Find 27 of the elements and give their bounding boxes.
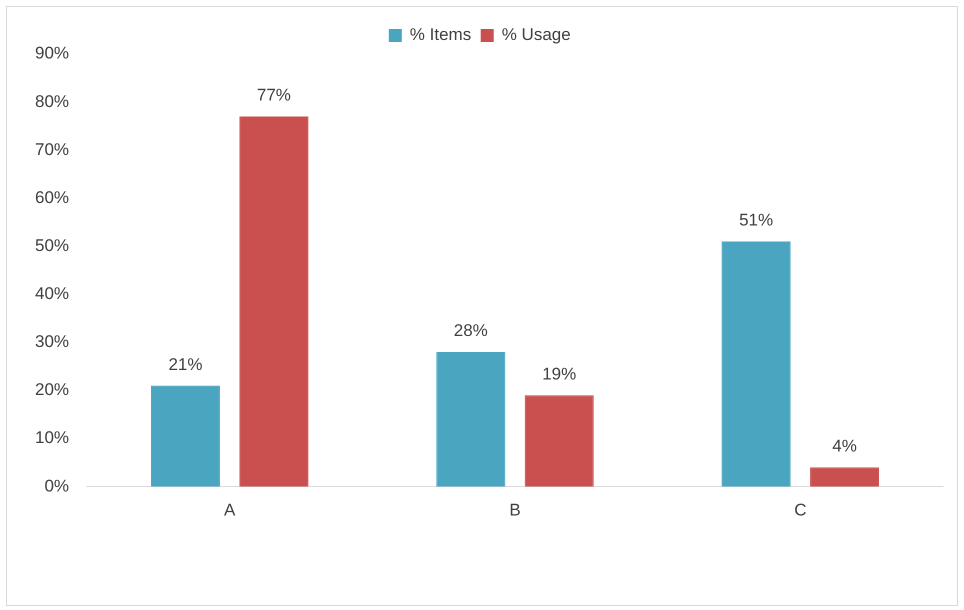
data-label: 51% bbox=[739, 210, 774, 230]
y-tick-label: 20% bbox=[34, 380, 70, 400]
bar bbox=[239, 116, 308, 487]
data-label: 21% bbox=[168, 354, 202, 374]
x-tick-label: C bbox=[794, 500, 806, 520]
data-label: 28% bbox=[454, 321, 488, 340]
y-tick-label: 60% bbox=[34, 188, 70, 207]
y-tick-label: 10% bbox=[34, 428, 70, 448]
bar bbox=[150, 386, 220, 487]
bar bbox=[524, 395, 594, 487]
y-tick-label: 40% bbox=[34, 284, 70, 304]
y-tick-label: 0% bbox=[44, 476, 70, 496]
y-tick-label: 80% bbox=[34, 92, 70, 111]
legend-label: % Items bbox=[410, 25, 472, 44]
legend-label: % Usage bbox=[502, 25, 571, 44]
x-tick-label: A bbox=[224, 500, 236, 520]
y-tick-label: 70% bbox=[34, 140, 70, 159]
bar bbox=[810, 467, 880, 487]
y-tick-label: 90% bbox=[34, 44, 70, 63]
data-label: 77% bbox=[256, 86, 291, 105]
bar bbox=[436, 352, 506, 487]
data-label: 4% bbox=[832, 436, 857, 456]
bar bbox=[722, 241, 791, 487]
y-tick-label: 50% bbox=[34, 236, 70, 255]
y-tick-label: 30% bbox=[34, 332, 70, 352]
data-label: 19% bbox=[542, 364, 576, 384]
x-tick-label: B bbox=[509, 500, 521, 520]
